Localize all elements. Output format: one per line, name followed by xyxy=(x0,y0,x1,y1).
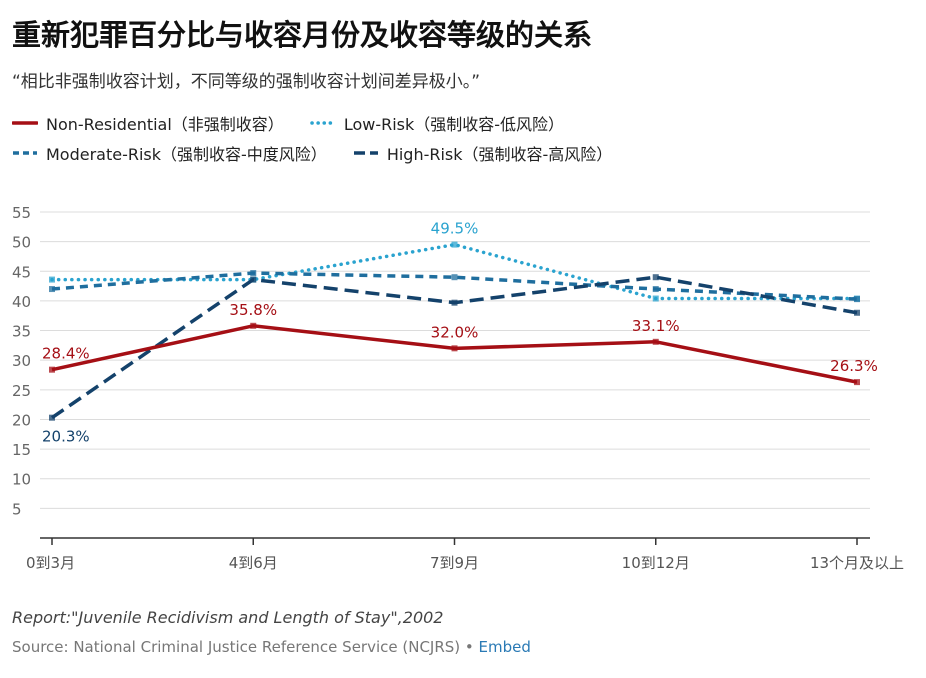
data-point-0-1 xyxy=(250,322,257,329)
x-tick-label-1: 4到6月 xyxy=(229,554,278,572)
data-point-1-3 xyxy=(652,295,659,302)
legend-label-moderate-risk: Moderate-Risk（强制收容-中度风险） xyxy=(46,145,327,164)
x-tick-label-4: 13个月及以上 xyxy=(810,554,904,572)
data-label-0-4: 26.3% xyxy=(830,357,878,375)
data-point-2-3 xyxy=(652,286,659,293)
legend-item-moderate-risk[interactable]: Moderate-Risk（强制收容-中度风险） xyxy=(12,141,327,165)
legend-item-low-risk[interactable]: Low-Risk（强制收容-低风险） xyxy=(310,111,564,135)
chart-title: 重新犯罪百分比与收容月份及收容等级的关系 xyxy=(12,18,593,52)
legend-item-high-risk[interactable]: High-Risk（强制收容-高风险） xyxy=(353,141,613,165)
y-tick-label-50: 50 xyxy=(12,234,31,252)
data-point-1-0 xyxy=(49,276,55,283)
data-point-3-4 xyxy=(854,309,860,316)
x-tick-label-3: 10到12月 xyxy=(622,554,690,572)
data-label-3-0: 20.3% xyxy=(42,428,90,446)
data-point-2-2 xyxy=(451,274,458,281)
legend-swatch-non-residential xyxy=(12,121,38,125)
y-tick-label-55: 55 xyxy=(12,204,31,222)
legend-row-1: Non-Residential（非强制收容） Low-Risk（强制收容-低风险… xyxy=(12,111,590,135)
data-label-1-2: 49.5% xyxy=(431,220,479,238)
data-point-0-4 xyxy=(854,379,860,386)
embed-link[interactable]: Embed xyxy=(478,638,531,656)
y-tick-label-45: 45 xyxy=(12,263,31,281)
chart-subtitle: “相比非强制收容计划，不同等级的强制收容计划间差异极小。” xyxy=(12,72,481,92)
data-point-3-2 xyxy=(451,299,458,306)
data-label-0-2: 32.0% xyxy=(431,323,479,341)
y-tick-label-10: 10 xyxy=(12,471,31,489)
line-chart: 5 10 15 20 25 30 35 40 45 50 55 0到3月 4到6月 7到9月 10到12月 1… xyxy=(12,204,904,572)
x-tick-label-2: 7到9月 xyxy=(430,554,479,572)
y-tick-label-25: 25 xyxy=(12,382,31,400)
legend-row-2: Moderate-Risk（强制收容-中度风险） High-Risk（强制收容-… xyxy=(12,141,638,165)
legend-swatch-moderate-risk xyxy=(13,151,37,155)
data-point-1-2 xyxy=(451,241,458,248)
data-label-0-1: 35.8% xyxy=(229,301,277,319)
data-point-3-0 xyxy=(49,414,55,421)
legend-swatch-high-risk xyxy=(353,151,378,155)
chart-notes: Report:"Juvenile Recidivism and Length o… xyxy=(12,608,444,627)
data-point-3-1 xyxy=(250,276,257,283)
x-tick-label-0: 0到3月 xyxy=(26,554,75,572)
y-tick-label-20: 20 xyxy=(12,411,31,429)
y-tick-label-15: 15 xyxy=(12,441,31,459)
legend-label-non-residential: Non-Residential（非强制收容） xyxy=(46,115,284,134)
legend-label-low-risk: Low-Risk（强制收容-低风险） xyxy=(343,115,565,134)
data-point-3-3 xyxy=(652,274,659,281)
data-point-2-1 xyxy=(250,270,257,277)
source-text: Source: National Criminal Justice Refere… xyxy=(12,638,479,656)
y-tick-label-30: 30 xyxy=(12,352,31,370)
legend-label-high-risk: High-Risk（强制收容-高风险） xyxy=(386,145,613,164)
data-label-0-0: 28.4% xyxy=(42,345,90,363)
legend-swatch-low-risk xyxy=(310,121,336,125)
legend-item-non-residential[interactable]: Non-Residential（非强制收容） xyxy=(12,111,284,135)
data-point-2-4 xyxy=(854,296,860,303)
y-tick-label-5: 5 xyxy=(12,500,22,518)
data-point-0-3 xyxy=(652,338,659,345)
y-tick-label-35: 35 xyxy=(12,323,31,341)
y-tick-label-40: 40 xyxy=(12,293,31,311)
data-point-2-0 xyxy=(49,286,55,293)
source-line: Source: National Criminal Justice Refere… xyxy=(12,638,531,656)
series-line-1 xyxy=(50,242,859,301)
data-point-0-2 xyxy=(451,345,458,352)
data-point-0-0 xyxy=(49,366,55,373)
data-label-0-3: 33.1% xyxy=(632,317,680,335)
